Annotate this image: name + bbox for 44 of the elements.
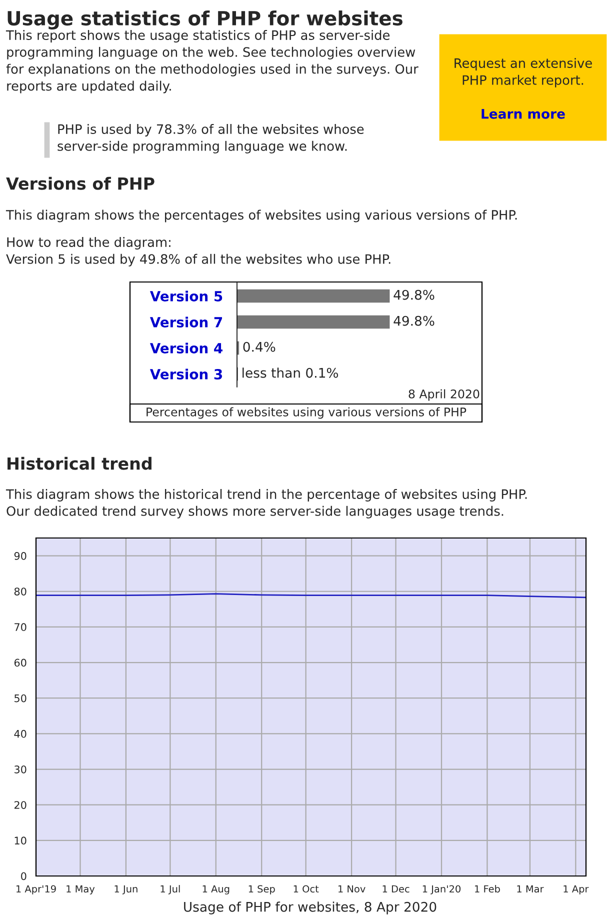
x-tick-label: 1 May [66,885,95,894]
x-tick-label: 1 Feb [475,885,500,893]
y-tick-label: 10 [14,836,26,845]
text: 8 April 2020 [408,389,480,401]
x-tick-label: 1 Jun [114,885,138,894]
y-tick-label: 40 [14,730,26,738]
y-tick-label: 70 [14,623,26,632]
x-tick-label: 1 Jan'20 [422,885,461,894]
text: How to read the diagram: Version 5 is used by 49.8% of all the websites who use PHP. [6,237,390,266]
data-label: less than 0.1% [242,368,338,378]
x-axis-title: Usage of PHP for websites, 8 Apr 2020 [184,902,436,914]
chart-title: Historical trend [8,456,152,470]
x-tick-label: 1 Mar [517,885,544,893]
data-label: 0.4% [243,342,276,352]
x-tick-label: 1 Aug [202,885,230,894]
text: Request an extensive PHP market report. [454,58,592,88]
x-tick-label: 1 Jul [160,885,180,894]
text: PHP is used by 78.3% of all the websites whose server-side programming language we know. [58,124,364,154]
text: This diagram shows the percentages of websites using various versions of PHP. [6,210,517,222]
y-tick-label: 80 [14,588,26,596]
text: This report shows the usage statistics of PHP as server-side programming language on the web. See technologies overview for explanations on the methodologies used in the surveys. Our reports are updated daily. [6,30,418,94]
chart-subtitle: This diagram shows the historical trend in the percentage of websites using PHP. Our dedicated trend survey shows more server-side languages usage trends. [6,489,527,518]
y-tick-label: 50 [14,694,26,702]
y-tick-label: 0 [21,872,26,880]
data-label: 49.8% [394,316,434,326]
y-tick-label: Version 7 [150,316,222,328]
text: Usage statistics of PHP for websites [8,10,402,30]
x-tick-label: 1 Apr [564,885,589,894]
x-tick-label: 1 Nov [338,885,366,893]
text: Versions of PHP [6,176,154,190]
x-axis-title: Percentages of websites using various versions of PHP [146,407,466,419]
x-tick-label: 1 Sep [248,885,275,894]
text: Learn more [482,109,565,119]
y-tick-label: 90 [14,552,26,560]
y-tick-label: 30 [14,765,26,774]
x-tick-label: 1 Oct [294,885,319,893]
y-tick-label: Version 3 [150,368,222,380]
y-tick-label: 20 [14,801,26,809]
y-tick-label: Version 5 [150,290,222,302]
y-tick-label: 60 [14,658,26,667]
y-tick-label: Version 4 [150,342,222,354]
data-label: 49.8% [394,290,434,300]
x-tick-label: 1 Dec [382,885,410,893]
x-tick-label: 1 Apr'19 [16,885,56,894]
